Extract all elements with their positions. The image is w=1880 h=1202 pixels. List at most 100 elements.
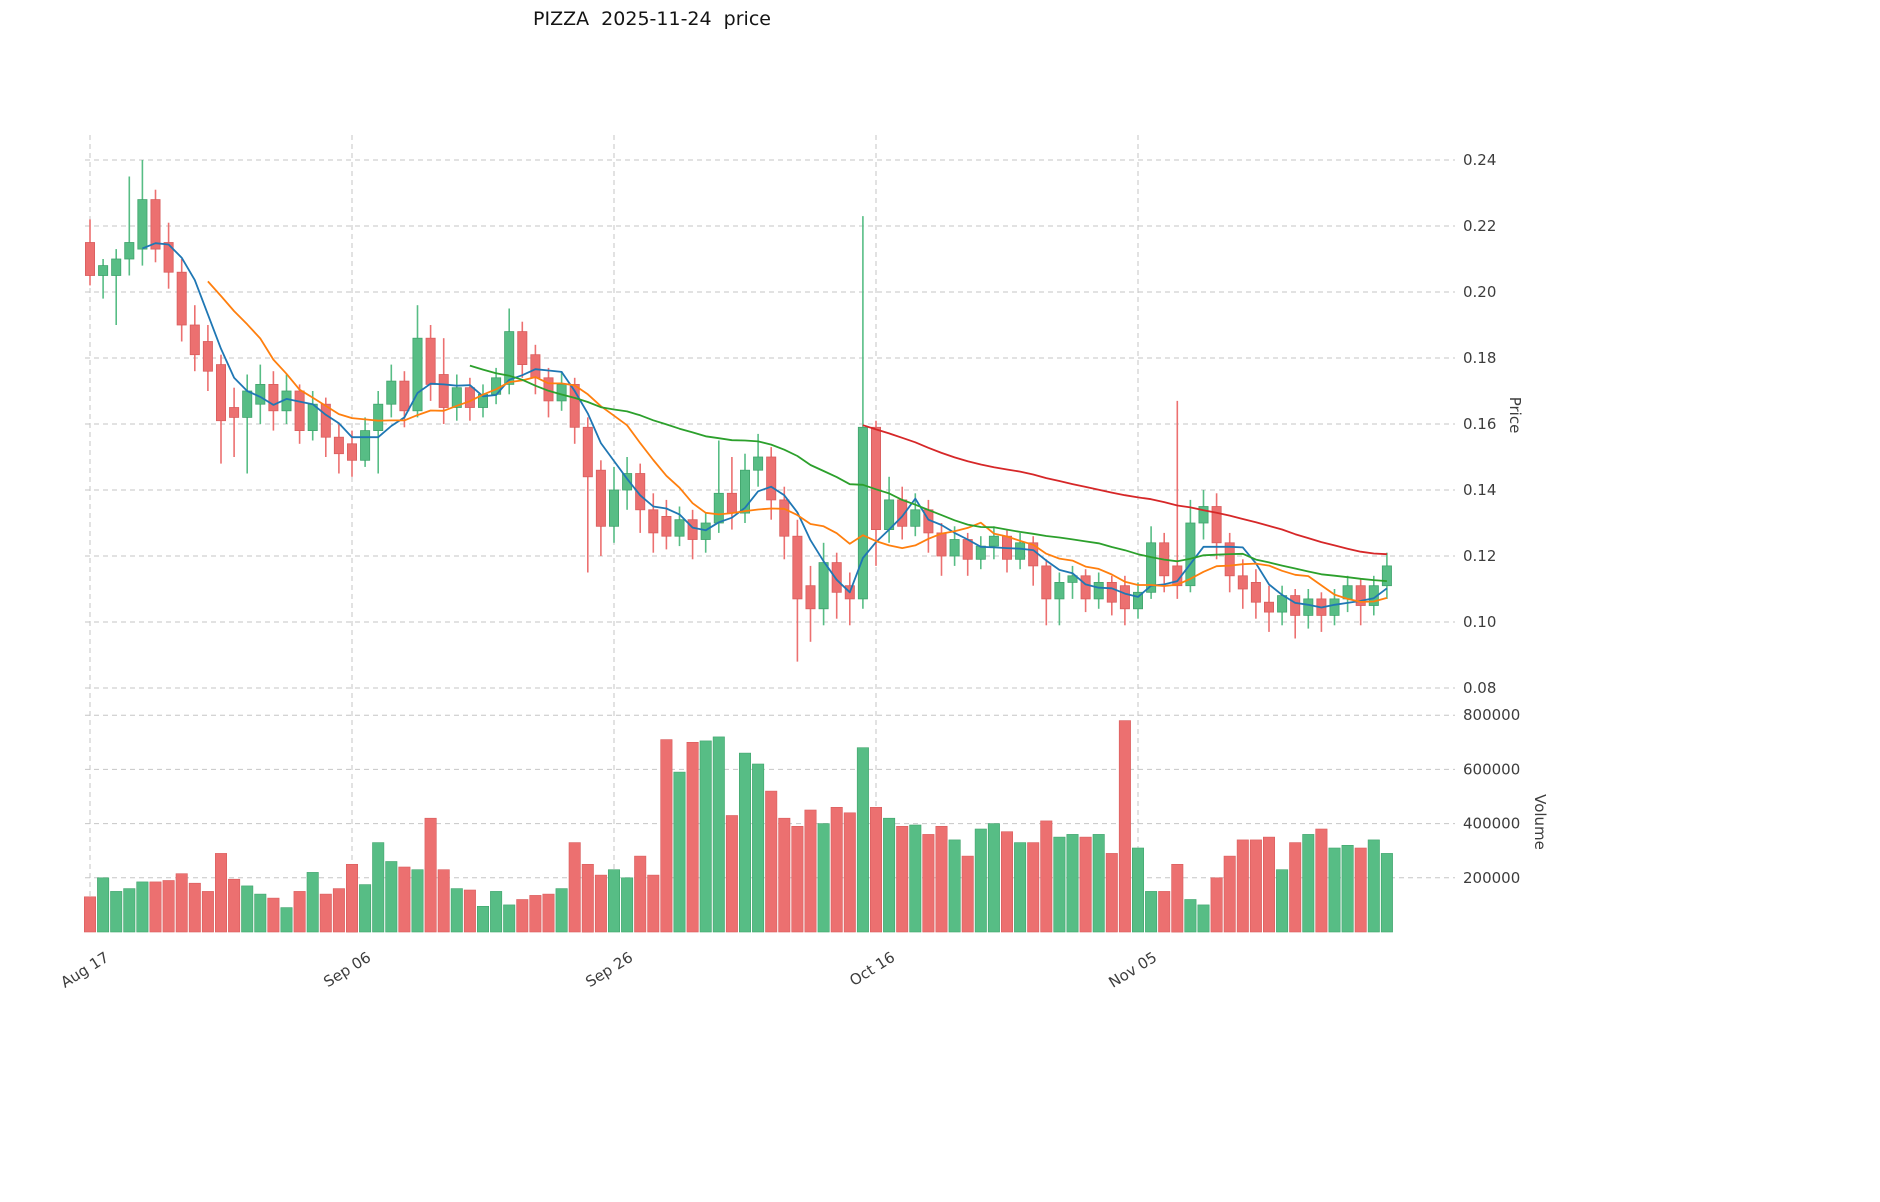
volume-bar <box>1014 842 1027 933</box>
volume-bar <box>634 855 647 933</box>
candle-body <box>268 383 279 412</box>
volume-bar <box>1079 836 1092 933</box>
price-axis-title: Price <box>1506 396 1524 434</box>
candle-body <box>294 390 305 431</box>
candle-body <box>1041 565 1052 600</box>
volume-bar <box>1289 842 1302 933</box>
volume-bar <box>686 741 699 933</box>
candle-body <box>373 403 384 432</box>
candle-body <box>111 258 122 276</box>
volume-bar <box>699 740 712 933</box>
volume-bar <box>555 888 568 933</box>
volume-bar <box>359 884 372 933</box>
candle-body <box>595 469 606 527</box>
volume-panel <box>84 720 1393 933</box>
volume-bar <box>738 752 751 933</box>
moving-average-lines <box>142 242 1388 609</box>
candle-body <box>857 426 868 600</box>
volume-bar <box>843 812 856 933</box>
volume-bar <box>778 817 791 933</box>
candle-body <box>438 374 449 408</box>
volume-bar <box>516 899 529 933</box>
volume-bar <box>136 881 149 933</box>
volume-bar <box>935 825 948 933</box>
volume-bar <box>869 806 882 933</box>
candle-body <box>949 539 960 557</box>
candle-body <box>936 532 947 557</box>
candle-body <box>320 403 331 438</box>
candle-body <box>1054 582 1065 600</box>
candle-body <box>1250 582 1261 603</box>
chart-title: PIZZA 2025-11-24 price <box>533 8 771 30</box>
x-tick-label: Oct 16 <box>846 948 898 990</box>
volume-bar <box>974 828 987 933</box>
candle-body <box>1264 601 1275 613</box>
candle-body <box>176 271 187 326</box>
candle-body <box>163 242 174 273</box>
price-tick-label: 0.16 <box>1463 415 1496 433</box>
candle-body <box>1237 575 1248 590</box>
volume-bar <box>398 866 411 933</box>
volume-bar <box>319 893 332 933</box>
volume-bar <box>1263 836 1276 933</box>
candle-body <box>425 337 436 385</box>
volume-bar <box>1105 853 1118 933</box>
candle-body <box>766 456 777 501</box>
candle-body <box>975 545 986 560</box>
candle-body <box>124 242 135 260</box>
candle-body <box>1198 506 1209 524</box>
volume-bar <box>660 739 673 933</box>
candle-body <box>307 403 318 432</box>
candle-body <box>1067 575 1078 583</box>
candle-body <box>1119 585 1130 610</box>
price-tick-label: 0.22 <box>1463 217 1496 235</box>
volume-axis-title: Volume <box>1531 794 1549 850</box>
candle-body <box>1106 582 1117 603</box>
candle-body <box>569 383 580 428</box>
volume-tick-label: 800000 <box>1463 706 1520 724</box>
volume-bar <box>1053 836 1066 933</box>
volume-bar <box>1197 904 1210 933</box>
candle-body <box>229 407 240 418</box>
candle-body <box>255 383 266 405</box>
candle-body <box>530 354 541 379</box>
volume-bar <box>306 872 319 933</box>
volume-bar <box>542 893 555 933</box>
volume-bar <box>149 881 162 933</box>
volume-bar <box>1184 899 1197 933</box>
ma-line-sma30 <box>469 364 1387 582</box>
x-tick-label: Aug 17 <box>58 948 113 991</box>
price-tick-label: 0.08 <box>1463 679 1496 697</box>
candle-body <box>451 387 462 408</box>
volume-bar <box>345 863 358 933</box>
volume-bar <box>1171 863 1184 933</box>
volume-bar <box>372 842 385 933</box>
volume-bar <box>1040 820 1053 933</box>
volume-bar <box>948 839 961 933</box>
volume-bar <box>201 891 214 933</box>
candle-body <box>1277 595 1288 613</box>
volume-bar <box>450 888 463 933</box>
volume-bar <box>1328 847 1341 933</box>
volume-bar <box>110 891 123 933</box>
volume-bar <box>293 891 306 933</box>
candle-body <box>346 443 357 461</box>
volume-bar <box>830 806 843 933</box>
volume-bar <box>1027 842 1040 933</box>
candle-body <box>674 519 685 537</box>
candle-body <box>753 456 764 471</box>
candle-body <box>622 473 633 491</box>
volume-bar <box>765 790 778 933</box>
volume-bar <box>1341 844 1354 933</box>
candle-body <box>582 426 593 478</box>
candle-body <box>818 562 829 610</box>
candle-body <box>386 380 397 405</box>
volume-bar <box>1092 834 1105 933</box>
candle-body <box>137 199 148 250</box>
candle-body <box>726 492 737 514</box>
candle-body <box>464 387 475 408</box>
ma-line-sma60 <box>862 424 1387 556</box>
volume-bar <box>476 905 489 933</box>
volume-bar <box>385 861 398 933</box>
volume-bar <box>332 888 345 933</box>
